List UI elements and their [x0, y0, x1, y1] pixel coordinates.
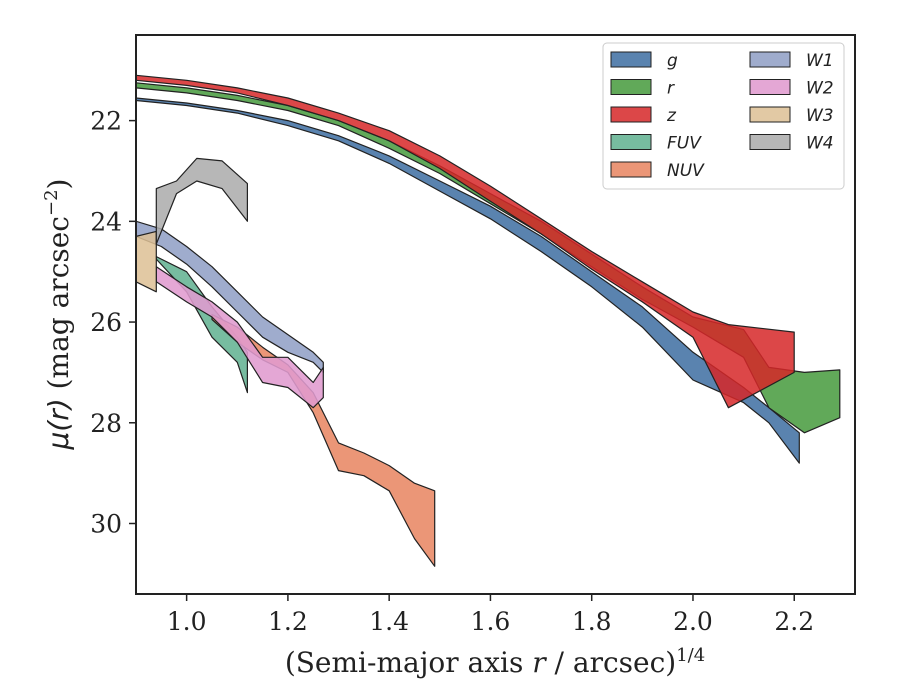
x-tick-label: 1.0	[167, 607, 207, 636]
y-tick-label: 28	[90, 409, 122, 438]
legend-label: W4	[806, 134, 834, 154]
y-tick-label: 26	[90, 308, 122, 337]
legend-label: W2	[806, 79, 834, 99]
x-tick-label: 1.8	[572, 607, 612, 636]
legend-swatch	[610, 79, 652, 95]
data-bands	[136, 74, 841, 567]
legend-swatch	[749, 79, 791, 95]
x-axis-ticks: 1.0 1.2 1.4 1.6 1.8 2.0 2.2	[167, 594, 814, 636]
legend-item-g: g	[610, 51, 678, 71]
legend-item-r: r	[610, 79, 675, 99]
band-w2	[155, 266, 324, 409]
y-axis-ticks: 22 24 26 28 30	[90, 107, 136, 538]
band-w4	[155, 157, 248, 245]
x-tick-label: 1.2	[268, 607, 308, 636]
legend-swatch	[749, 51, 791, 68]
legend-label: r	[667, 79, 675, 99]
plot-frame	[135, 34, 856, 595]
band-z	[136, 74, 795, 409]
legend-item-w4: W4	[749, 134, 834, 154]
y-axis-label: μ(r) (mag arcsec−2)	[41, 179, 75, 451]
legend-swatch	[749, 106, 791, 123]
legend: grz FUV NUV W1 W2 W3 W4	[602, 42, 845, 190]
legend-item-w1: W1	[749, 51, 834, 71]
legend-label: W1	[806, 51, 834, 71]
band-w3	[136, 230, 157, 293]
legend-item-w3: W3	[749, 106, 834, 126]
legend-swatch	[610, 106, 652, 123]
x-tick-label: 2.2	[774, 607, 814, 636]
y-tick-label: 24	[90, 207, 122, 236]
legend-swatch	[610, 51, 652, 68]
legend-label: z	[666, 106, 677, 126]
x-tick-label: 2.0	[673, 607, 713, 636]
legend-swatch	[610, 134, 652, 150]
legend-item-nuv: NUV	[610, 161, 705, 181]
legend-item-w2: W2	[749, 79, 834, 99]
x-tick-label: 1.4	[369, 607, 409, 636]
y-tick-label: 22	[90, 107, 122, 136]
band-g	[136, 97, 800, 464]
x-tick-label: 1.6	[471, 607, 511, 636]
legend-label: g	[667, 51, 678, 71]
legend-item-fuv: FUV	[610, 134, 702, 154]
legend-item-z: z	[610, 106, 677, 126]
legend-swatch	[749, 134, 791, 150]
y-tick-label: 30	[90, 509, 122, 538]
x-axis-label: (Semi-major axis r / arcsec)1/4	[285, 645, 705, 679]
legend-swatch	[610, 161, 652, 178]
legend-label: FUV	[667, 134, 702, 154]
legend-label: W3	[806, 106, 834, 126]
legend-label: NUV	[667, 161, 705, 181]
